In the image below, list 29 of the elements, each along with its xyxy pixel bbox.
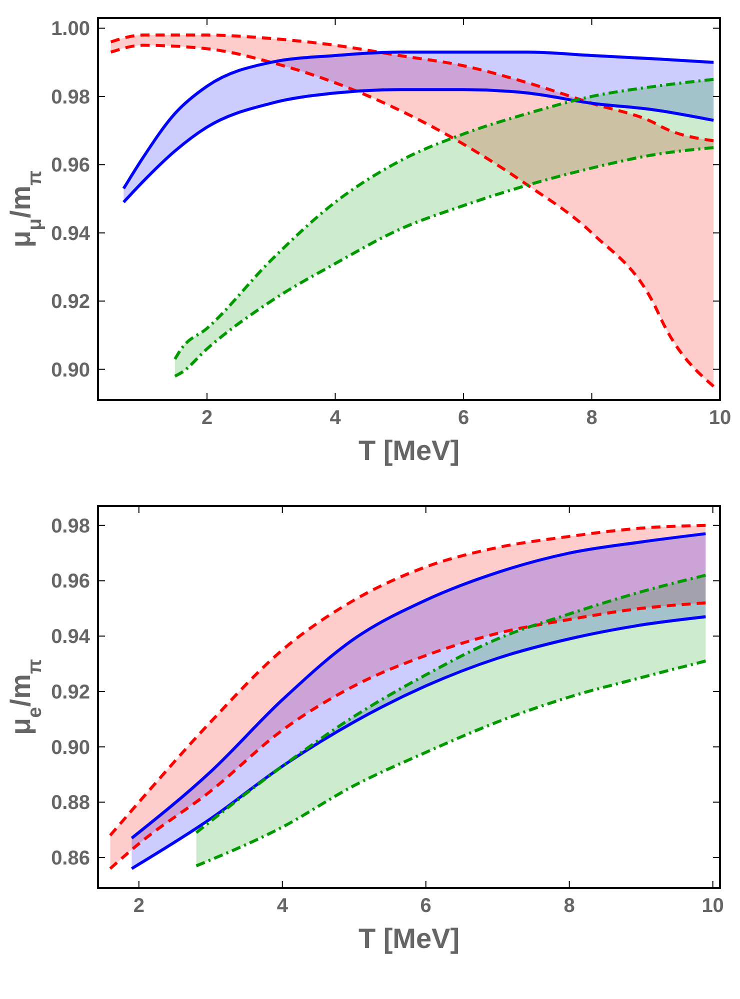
x-tick-label: 10: [708, 407, 732, 429]
x-tick-label: 10: [702, 895, 724, 917]
x-tick-label: 6: [420, 895, 432, 917]
x-tick-label: 8: [564, 895, 575, 917]
y-tick-label: 0.90: [51, 736, 90, 759]
y-tick-label: 1.00: [51, 18, 90, 40]
y-tick-label: 0.98: [51, 515, 90, 538]
x-tick-label: 8: [586, 407, 598, 429]
y-tick-label: 0.96: [51, 570, 90, 593]
y-tick-label: 0.86: [51, 848, 90, 870]
y-tick-label: 0.96: [51, 154, 90, 177]
y-tick-label: 0.94: [51, 626, 91, 648]
x-tick-label: 4: [276, 895, 289, 917]
y-tick-label: 0.92: [51, 291, 90, 314]
x-tick-label: 6: [458, 407, 470, 429]
x-tick-label: 4: [330, 407, 342, 429]
y-tick-label: 0.90: [51, 359, 90, 382]
line-series: [122, 88, 716, 204]
line-series: [109, 34, 716, 142]
x-tick-label: 2: [201, 407, 213, 429]
line-series: [173, 146, 716, 378]
x-axis-title: T [MeV]: [358, 435, 460, 466]
x-tick-label: 2: [133, 895, 144, 917]
y-tick-label: 0.94: [51, 222, 91, 245]
y-tick-label: 0.88: [51, 792, 90, 814]
line-series: [194, 660, 708, 868]
x-axis-title: T [MeV]: [358, 923, 460, 954]
y-tick-label: 0.92: [51, 681, 90, 704]
y-tick-label: 0.98: [51, 86, 90, 108]
